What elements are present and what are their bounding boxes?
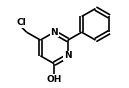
Text: Cl: Cl <box>16 18 26 27</box>
Text: OH: OH <box>46 75 62 84</box>
Text: N: N <box>50 28 58 37</box>
Text: N: N <box>64 51 72 60</box>
